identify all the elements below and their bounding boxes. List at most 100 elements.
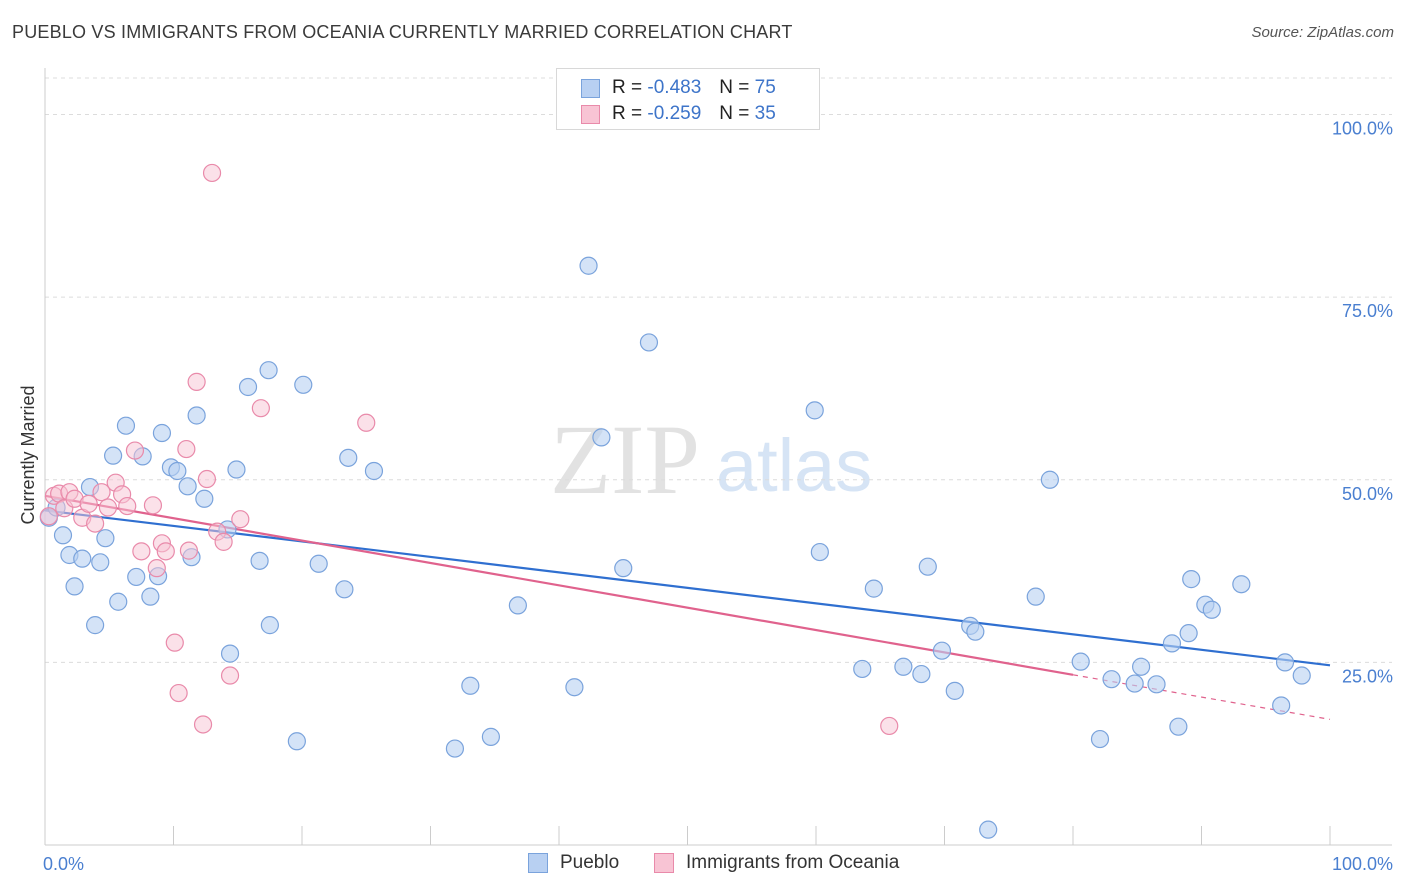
oceania-point <box>165 633 184 652</box>
pueblo-point <box>894 657 913 676</box>
pueblo-point <box>309 554 328 573</box>
pueblo-point <box>1040 470 1059 489</box>
pueblo-point <box>932 641 952 660</box>
pueblo-point <box>1292 666 1311 685</box>
pueblo-point <box>918 557 937 576</box>
chart-title: PUEBLO VS IMMIGRANTS FROM OCEANIA CURREN… <box>12 22 793 42</box>
pueblo-point <box>250 551 269 570</box>
pueblo-point <box>445 739 465 758</box>
pueblo-point <box>287 732 306 751</box>
pueblo-point <box>864 579 883 598</box>
pueblo-point <box>91 553 110 572</box>
source-label: Source: ZipAtlas.com <box>1251 24 1394 41</box>
bottom-legend-swatch-oceania <box>654 853 674 873</box>
oceania-point <box>193 715 213 734</box>
pueblo-point <box>461 676 480 695</box>
oceania-point <box>179 541 199 560</box>
pueblo-point <box>1026 587 1045 606</box>
y-tick-label: 25.0% <box>1342 666 1393 686</box>
pueblo-point <box>116 416 136 435</box>
bottom-legend-swatch-pueblo <box>528 853 548 873</box>
bottom-legend: Pueblo Immigrants from Oceania <box>0 852 1406 878</box>
oceania-point <box>86 514 105 533</box>
pueblo-point <box>65 577 84 596</box>
pueblo-point <box>195 489 214 508</box>
pueblo-point <box>1090 729 1110 749</box>
pueblo-point <box>53 526 73 545</box>
legend-n-value: 75 <box>754 77 776 98</box>
pueblo-point <box>481 727 500 746</box>
legend-row-oceania: R = -0.259 N = 35 <box>581 103 776 125</box>
legend-row-pueblo: R = -0.483 N = 75 <box>581 77 776 99</box>
pueblo-point <box>639 333 659 352</box>
pueblo-point <box>1102 670 1121 689</box>
pueblo-point <box>127 567 146 587</box>
pueblo-point <box>1071 652 1090 671</box>
pueblo-point <box>178 477 197 496</box>
legend-swatch-pueblo <box>581 78 600 98</box>
pueblo-point <box>187 406 206 425</box>
pueblo-point <box>853 659 872 679</box>
oceania-point <box>177 439 196 459</box>
legend-swatch-oceania <box>581 104 600 124</box>
pueblo-trend-line <box>44 509 1331 667</box>
pueblo-point <box>73 549 92 568</box>
pueblo-point <box>1179 624 1198 643</box>
oceania-point <box>202 163 222 183</box>
pueblo-point <box>810 542 829 562</box>
pueblo-point <box>1125 674 1144 693</box>
pueblo-point <box>364 461 384 481</box>
y-tick-label: 100.0% <box>1332 119 1393 139</box>
pueblo-point <box>966 622 985 641</box>
pueblo-point <box>508 596 527 615</box>
oceania-point <box>143 496 163 515</box>
watermark-atlas: atlas <box>716 424 872 507</box>
pueblo-point <box>592 428 611 447</box>
y-axis-label: Currently Married <box>18 385 38 524</box>
pueblo-point <box>168 461 187 481</box>
tick-labels: 25.0% 50.0% 75.0% 100.0% 0.0% 100.0% <box>43 119 1393 874</box>
pueblo-point <box>104 446 123 465</box>
legend-r-label: R = <box>612 77 643 98</box>
oceania-point <box>79 494 98 513</box>
oceania-point <box>214 532 233 551</box>
y-tick-label: 75.0% <box>1342 301 1393 321</box>
bottom-legend-pueblo: Pueblo <box>528 852 619 874</box>
pueblo-point <box>1232 575 1251 594</box>
pueblo-point <box>614 559 633 578</box>
pueblo-point <box>579 256 598 275</box>
oceania-point <box>197 469 217 489</box>
pueblo-point <box>1275 653 1295 672</box>
pueblo-point <box>1182 570 1201 589</box>
pueblo-point <box>86 616 105 635</box>
pueblo-point <box>141 587 160 606</box>
pueblo-point <box>339 448 358 467</box>
points <box>39 163 1311 839</box>
oceania-point <box>39 507 58 526</box>
oceania-point <box>118 496 137 516</box>
watermark-zip: ZIP <box>550 404 700 515</box>
oceania-point <box>125 441 145 460</box>
pueblo-point <box>1272 696 1291 715</box>
pueblo-point <box>979 820 998 839</box>
x-tick-label: 100.0% <box>1332 854 1393 874</box>
oceania-point <box>147 559 166 578</box>
pueblo-point <box>96 529 115 548</box>
x-tick-label: 0.0% <box>43 854 84 874</box>
pueblo-point <box>238 377 258 397</box>
oceania-point <box>220 666 240 685</box>
legend-r-value: -0.483 <box>647 77 702 98</box>
legend-n-label: N = <box>719 103 750 124</box>
oceania-point <box>156 542 175 561</box>
bottom-legend-oceania: Immigrants from Oceania <box>654 852 899 874</box>
watermark: ZIP atlas <box>550 404 872 515</box>
oceania-point <box>880 716 899 736</box>
pueblo-point <box>912 664 931 684</box>
legend-n-value: 35 <box>754 103 776 124</box>
pueblo-point <box>1162 634 1182 653</box>
oceania-point <box>251 399 270 418</box>
legend-r-value: -0.259 <box>647 103 702 124</box>
legend-n-label: N = <box>719 77 750 98</box>
bottom-legend-label-pueblo: Pueblo <box>560 852 620 873</box>
pueblo-point <box>1147 675 1166 694</box>
